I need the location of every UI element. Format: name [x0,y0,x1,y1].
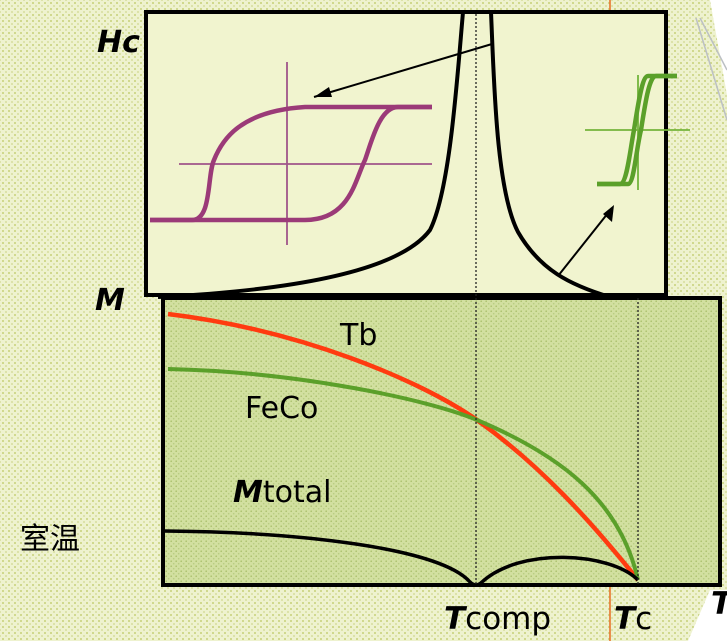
arrow-to-narrow-loop [557,207,613,277]
narrow-hysteresis-loop-icon [585,73,690,190]
m-axis-label: M [95,283,125,318]
slide-corner-decoration [710,0,727,95]
tcomp-label: Tcomp [444,601,551,637]
decor-line [695,17,727,121]
arrow-to-wide-loop [313,43,493,98]
feco-label: FeCo [245,391,318,426]
m-panel [161,296,722,587]
m-panel-frame [161,296,722,587]
hc-panel [144,10,690,299]
tb-label: Tb [339,318,377,353]
mtotal-label: Mtotal [233,475,331,510]
tc-label: Tc [614,601,652,637]
arrow-head [603,205,614,222]
wide-hysteresis-loop-icon [150,62,432,245]
mtotal-curve [163,529,640,587]
hc-curve [157,11,611,299]
t-axis-label: T [711,586,727,622]
decor-line [699,17,727,71]
feco-curve [167,367,640,581]
hc-axis-label: Hc [97,25,140,60]
arrow-head [314,87,332,97]
slide-bottom-decoration [688,590,727,641]
room-temperature-label: 室温 [20,522,80,557]
